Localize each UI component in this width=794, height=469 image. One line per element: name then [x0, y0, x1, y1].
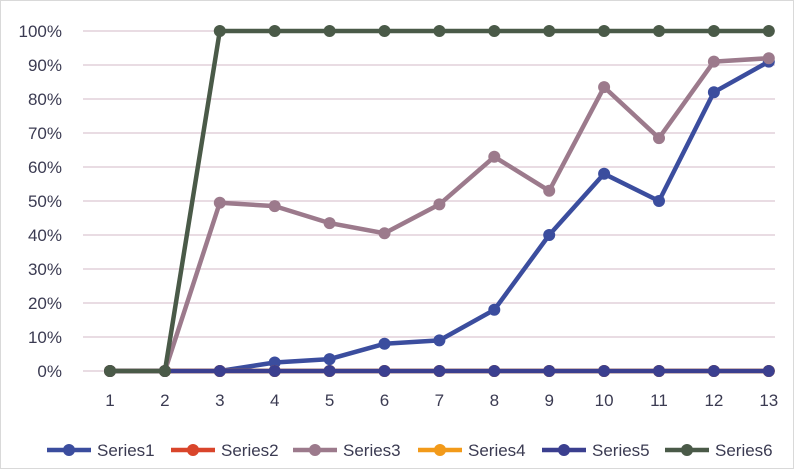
y-tick-label: 50%	[28, 192, 62, 211]
legend-item: Series4	[418, 441, 526, 460]
y-tick-label: 90%	[28, 56, 62, 75]
data-point	[323, 25, 336, 37]
legend-label: Series4	[468, 441, 526, 460]
data-point	[543, 365, 556, 377]
data-point	[213, 365, 226, 377]
data-point	[323, 353, 336, 366]
data-point	[158, 365, 171, 377]
data-point	[433, 198, 446, 211]
data-point	[378, 337, 391, 350]
data-point	[488, 365, 501, 377]
x-tick-label: 2	[160, 391, 169, 410]
x-tick-label: 3	[215, 391, 224, 410]
legend-marker	[681, 444, 693, 456]
data-point	[543, 184, 556, 197]
data-point	[707, 55, 720, 68]
legend-label: Series5	[592, 441, 650, 460]
x-tick-label: 11	[650, 391, 668, 410]
data-point	[488, 303, 501, 316]
data-point	[433, 25, 446, 37]
data-point	[707, 25, 720, 37]
series-group	[104, 25, 775, 377]
data-point	[762, 52, 775, 65]
data-point	[707, 86, 720, 99]
data-point	[653, 365, 665, 377]
data-point	[488, 25, 501, 37]
legend-item: Series2	[171, 441, 279, 460]
legend-label: Series6	[715, 441, 773, 460]
y-tick-label: 10%	[28, 328, 62, 347]
x-tick-label: 12	[704, 391, 723, 410]
data-point	[323, 217, 336, 230]
x-tick-label: 8	[490, 391, 499, 410]
data-point	[268, 25, 281, 37]
data-point	[707, 365, 720, 377]
y-axis-tick-labels: 0% 10% 20% 30% 40% 50% 60% 70% 80% 90% 100%	[19, 22, 62, 381]
legend-label: Series3	[343, 441, 401, 460]
data-point	[653, 132, 665, 145]
y-tick-label: 100%	[19, 22, 62, 41]
legend: Series1 Series2 Series3 Series4 Series5 Serie…	[47, 441, 773, 460]
data-point	[268, 356, 281, 369]
data-point	[323, 365, 336, 377]
data-point	[433, 334, 446, 347]
x-axis-tick-labels: 1 2 3 4 5 6 7 8 9 10 11 12 13	[105, 391, 778, 410]
legend-item: Series6	[665, 441, 773, 460]
data-point	[213, 196, 226, 209]
data-point	[653, 195, 665, 207]
y-tick-label: 30%	[28, 260, 62, 279]
data-point	[268, 200, 281, 213]
x-tick-label: 10	[595, 391, 614, 410]
series-6	[104, 25, 775, 377]
data-point	[213, 25, 226, 37]
legend-marker	[558, 444, 570, 456]
x-tick-label: 9	[544, 391, 553, 410]
y-tick-label: 20%	[28, 294, 62, 313]
data-point	[543, 229, 556, 241]
y-tick-label: 0%	[37, 362, 62, 381]
x-tick-label: 5	[325, 391, 334, 410]
data-point	[598, 25, 611, 37]
data-point	[598, 365, 611, 377]
data-point	[433, 365, 446, 377]
legend-marker	[434, 444, 446, 456]
data-point	[378, 227, 391, 240]
data-point	[598, 167, 611, 180]
y-tick-label: 60%	[28, 158, 62, 177]
y-tick-label: 70%	[28, 124, 62, 143]
y-tick-label: 80%	[28, 90, 62, 109]
x-tick-label: 6	[380, 391, 389, 410]
data-point	[762, 25, 775, 37]
x-tick-label: 4	[270, 391, 279, 410]
x-tick-label: 1	[105, 391, 114, 410]
legend-marker	[309, 444, 321, 456]
data-point	[598, 81, 611, 94]
data-point	[378, 365, 391, 377]
legend-label: Series1	[97, 441, 155, 460]
legend-label: Series2	[221, 441, 279, 460]
data-point	[378, 25, 391, 37]
data-point	[543, 25, 556, 37]
data-point	[104, 365, 116, 377]
y-tick-label: 40%	[28, 226, 62, 245]
data-point	[653, 25, 665, 37]
data-point	[488, 150, 501, 163]
x-tick-label: 7	[435, 391, 444, 410]
legend-item: Series3	[293, 441, 401, 460]
x-tick-label: 13	[759, 391, 778, 410]
legend-marker	[63, 444, 75, 456]
data-point	[268, 365, 281, 377]
legend-marker	[187, 444, 199, 456]
data-point	[762, 365, 775, 377]
legend-item: Series5	[542, 441, 650, 460]
legend-item: Series1	[47, 441, 155, 460]
